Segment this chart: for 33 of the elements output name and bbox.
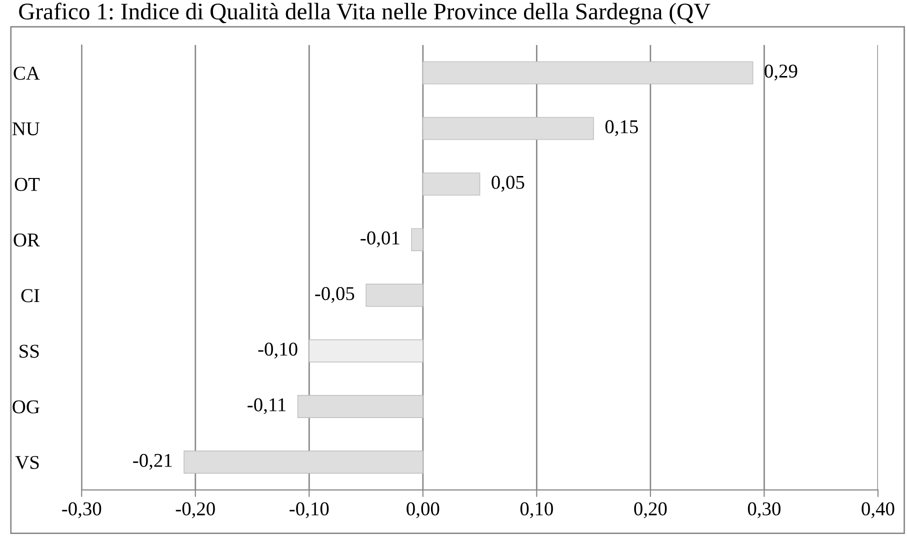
bar [411, 228, 424, 252]
x-tick-label: 0,30 [748, 502, 780, 518]
data-label: -0,21 [133, 454, 172, 470]
y-tick-label: CI [21, 289, 40, 302]
data-label: 0,05 [492, 176, 524, 192]
y-tick-label: OT [14, 178, 40, 191]
y-tick-label: VS [15, 456, 39, 470]
data-label: -0,01 [360, 231, 400, 248]
data-label: 0,29 [764, 64, 798, 80]
y-tick-label: CA [14, 66, 40, 80]
x-tick-label: 0,00 [406, 502, 440, 518]
bar [297, 395, 424, 418]
data-label: -0,10 [258, 342, 298, 359]
x-tick-label: -0,10 [290, 502, 329, 518]
y-tick-label: NU [12, 122, 40, 136]
bar [422, 172, 480, 196]
x-tick-label: 0,20 [634, 502, 667, 518]
bar [422, 61, 754, 84]
bar [308, 339, 424, 362]
x-tick-label: 0,40 [862, 502, 894, 518]
chart-title: Grafico 1: Indice di Qualità della Vita nelle Province della Sardegna (QV [19, 2, 710, 24]
y-tick-label: SS [20, 344, 39, 358]
x-tick-label: -0,20 [176, 502, 215, 518]
y-tick-label: OG [12, 400, 40, 414]
bar [422, 116, 594, 140]
x-tick-label: 0,10 [520, 502, 553, 518]
data-label: -0,11 [248, 398, 286, 414]
y-tick-label: OR [14, 234, 40, 247]
bar [184, 450, 424, 474]
bar [366, 284, 424, 307]
data-label: -0,05 [315, 287, 354, 303]
data-label: 0,15 [605, 120, 638, 136]
x-tick-label: -0,30 [62, 502, 102, 518]
